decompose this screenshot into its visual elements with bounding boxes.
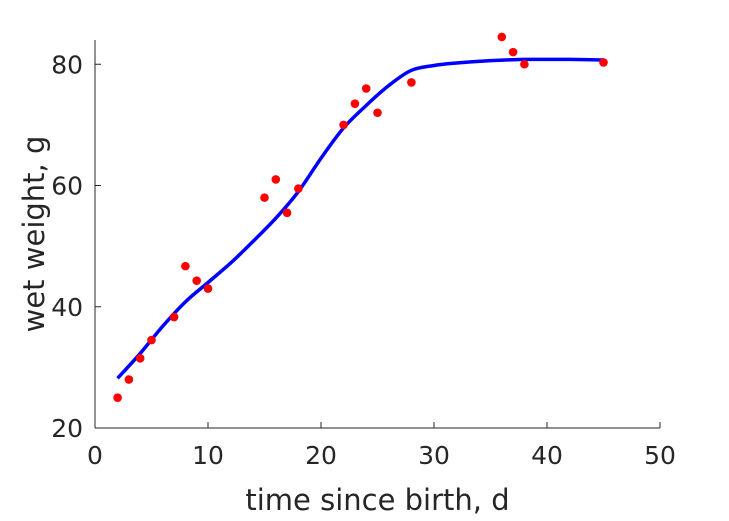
x-tick-label: 10 bbox=[192, 441, 224, 470]
data-point bbox=[339, 120, 348, 130]
y-ticks: 20 40 60 80 bbox=[51, 50, 101, 443]
data-point bbox=[407, 78, 416, 87]
data-point bbox=[113, 393, 122, 402]
fit-line-layer bbox=[116, 57, 604, 380]
x-ticks: 0 10 20 30 40 50 bbox=[87, 422, 676, 470]
data-point bbox=[135, 353, 145, 363]
data-point bbox=[282, 208, 292, 218]
data-point bbox=[508, 47, 518, 57]
y-tick-label: 60 bbox=[51, 172, 83, 201]
data-point bbox=[169, 312, 179, 322]
y-tick-label: 40 bbox=[51, 293, 83, 322]
y-tick-label: 20 bbox=[51, 414, 83, 443]
data-point bbox=[192, 276, 201, 285]
data-points-layer bbox=[113, 32, 608, 402]
data-point bbox=[181, 261, 190, 271]
data-point bbox=[361, 84, 371, 93]
x-tick-label: 20 bbox=[305, 441, 337, 470]
y-axis-title: wet weight, g bbox=[17, 136, 51, 333]
data-point bbox=[497, 32, 507, 42]
data-point bbox=[124, 375, 134, 384]
data-point bbox=[203, 284, 213, 293]
x-tick-label: 40 bbox=[531, 441, 563, 470]
data-point bbox=[599, 58, 608, 67]
data-point bbox=[350, 99, 360, 108]
x-tick-label: 30 bbox=[418, 441, 450, 470]
y-tick-label: 80 bbox=[51, 50, 83, 79]
x-tick-label: 0 bbox=[87, 441, 103, 470]
data-point bbox=[147, 335, 156, 345]
data-point bbox=[271, 175, 281, 184]
data-point bbox=[260, 193, 269, 202]
data-point bbox=[294, 184, 303, 193]
data-point bbox=[520, 59, 529, 69]
x-axis-title: time since birth, d bbox=[245, 483, 509, 517]
axes bbox=[94, 40, 660, 429]
fit-curve bbox=[116, 57, 604, 380]
data-point bbox=[373, 108, 382, 118]
x-tick-label: 50 bbox=[644, 441, 676, 470]
